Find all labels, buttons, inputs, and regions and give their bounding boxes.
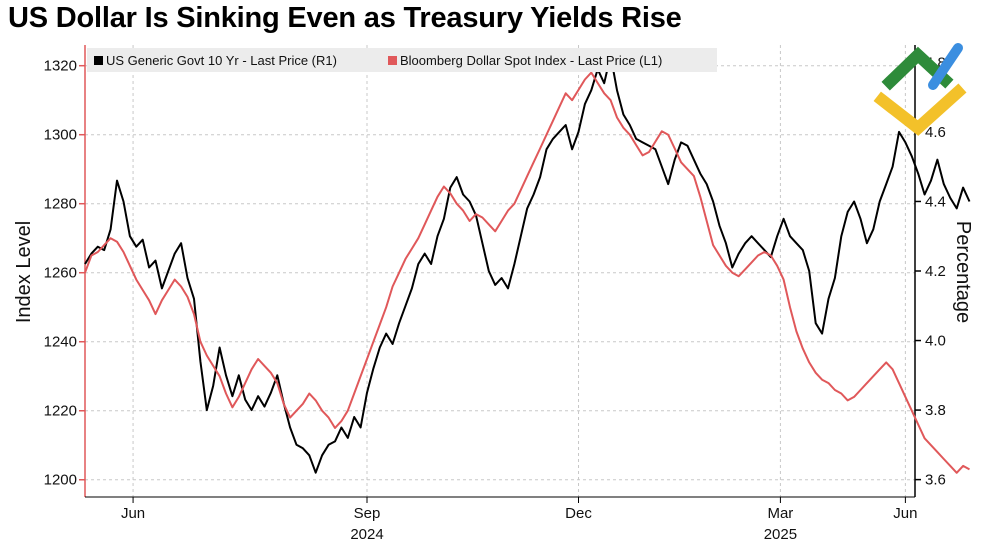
chart-title: US Dollar Is Sinking Even as Treasury Yi… [8, 2, 682, 34]
x-tick-label: Mar [767, 505, 793, 522]
legend-swatch [94, 56, 103, 65]
legend-background [87, 48, 717, 72]
y-right-tick-label: 3.8 [925, 402, 946, 419]
series-line-us-10yr [84, 54, 971, 474]
y-left-tick-label: 1260 [44, 265, 77, 282]
y-left-tick-label: 1280 [44, 196, 77, 213]
x-tick-label: Jun [893, 505, 917, 522]
brand-logo [873, 43, 967, 136]
y-left-tick-label: 1240 [44, 334, 77, 351]
legend-label: US Generic Govt 10 Yr - Last Price (R1) [106, 53, 337, 68]
legend: US Generic Govt 10 Yr - Last Price (R1) B… [87, 48, 717, 72]
grid-layer [85, 45, 915, 497]
y-right-tick-label: 3.6 [925, 472, 946, 489]
y-axis-left-title: Index Level [13, 221, 35, 323]
x-tick-label: Sep [354, 505, 381, 522]
y-axis-right-title: Percentage [952, 221, 974, 323]
y-left-tick-label: 1320 [44, 58, 77, 75]
y-right-tick-label: 4.4 [925, 193, 946, 210]
y-right-tick-label: 4.6 [925, 124, 946, 141]
x-year-label: 2024 [350, 526, 383, 543]
x-year-label: 2025 [764, 526, 797, 543]
x-tick-label: Jun [121, 505, 145, 522]
y-left-tick-label: 1220 [44, 403, 77, 420]
axes-layer: 1200 1220 1240 1260 1280 1300 1320 3.6 3.8 4.0 4.2… [44, 45, 946, 543]
y-left-tick-label: 1300 [44, 127, 77, 144]
legend-label: Bloomberg Dollar Spot Index - Last Price… [400, 53, 662, 68]
series-line-dollar-index [84, 71, 970, 474]
y-left-tick-label: 1200 [44, 472, 77, 489]
y-right-tick-label: 4.0 [925, 333, 946, 350]
y-right-tick-label: 4.2 [925, 263, 946, 280]
series-layer [84, 54, 971, 474]
x-tick-label: Dec [565, 505, 592, 522]
legend-swatch [388, 56, 397, 65]
